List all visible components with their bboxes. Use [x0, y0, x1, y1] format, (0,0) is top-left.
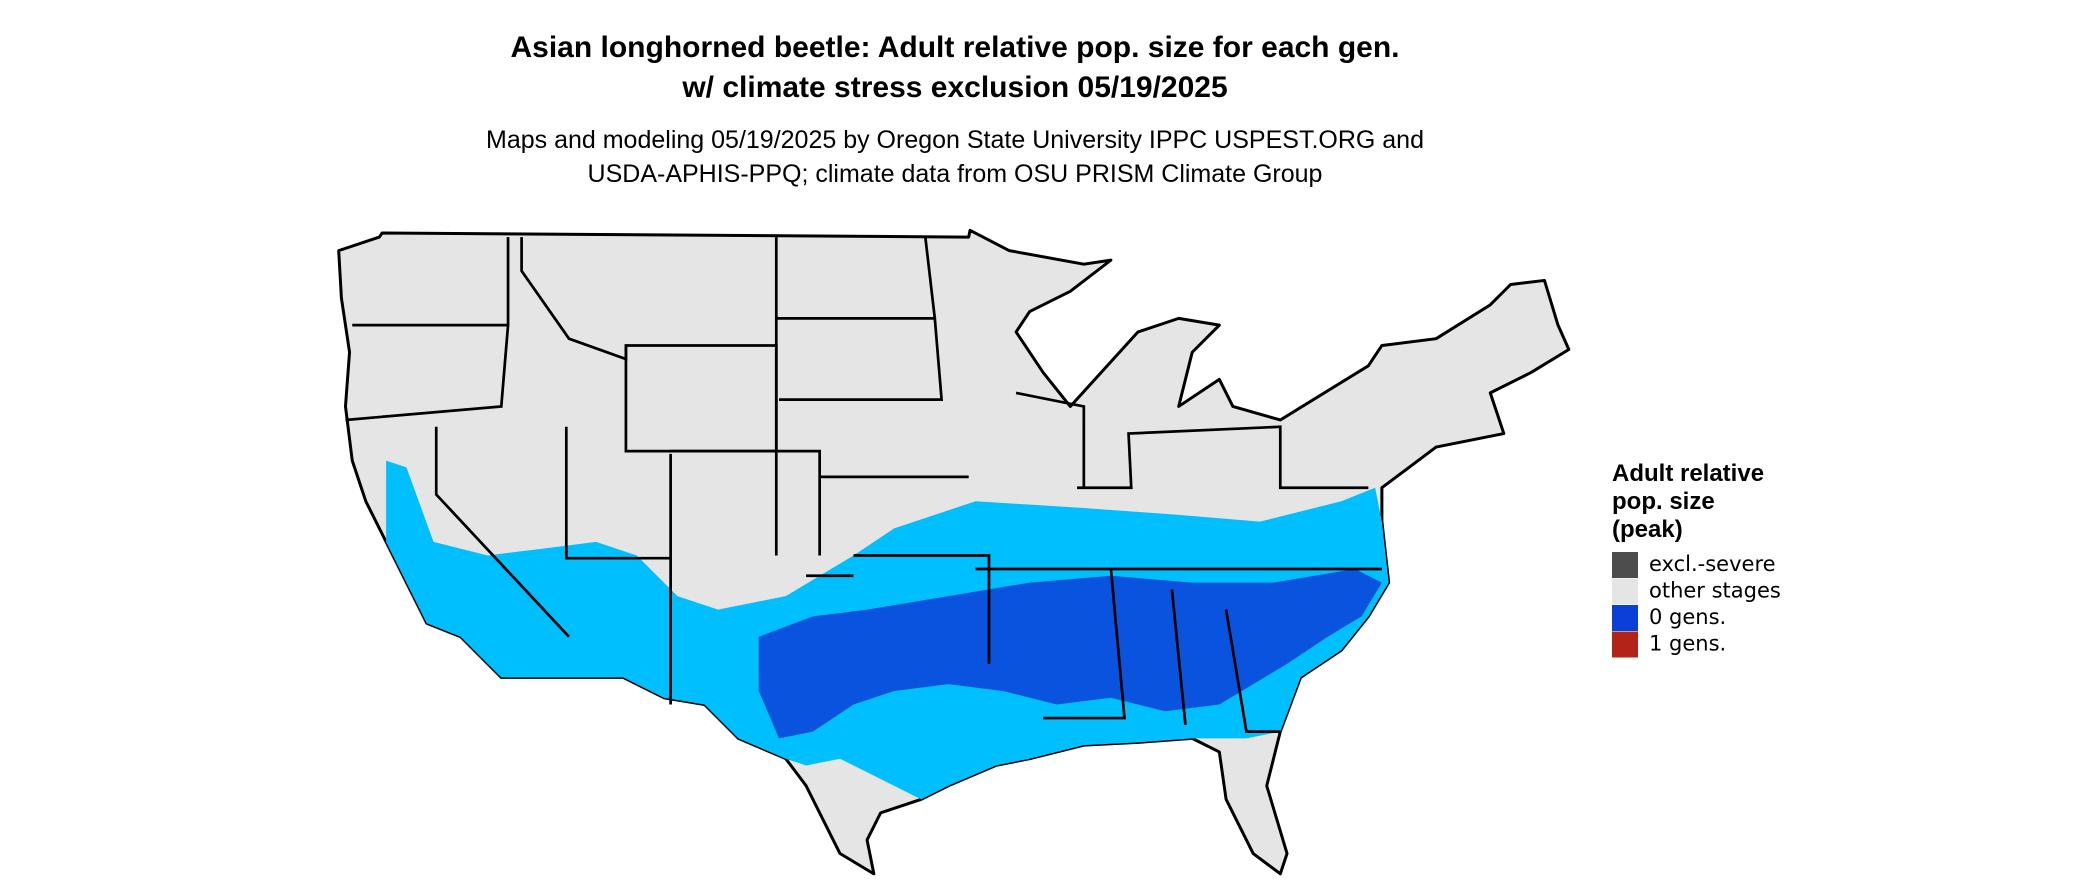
legend-label: 0 gens.	[1649, 605, 1726, 629]
title: w/ climate stress exclusion 05/19/2025	[681, 71, 1227, 104]
legend-title: Adult relative	[1612, 460, 1764, 487]
legend-label: excl.-severe	[1649, 552, 1776, 576]
legend: Adult relative pop. size (peak) excl.-se…	[1612, 460, 1781, 658]
legend-title: pop. size	[1612, 488, 1715, 515]
legend-swatch	[1612, 552, 1638, 578]
legend-swatch	[1612, 631, 1638, 658]
legend-label: other stages	[1649, 579, 1781, 603]
legend-swatch	[1612, 578, 1638, 605]
legend-label: 1 gens.	[1649, 632, 1726, 656]
legend-swatch	[1612, 605, 1638, 631]
title: Asian longhorned beetle: Adult relative …	[510, 31, 1399, 64]
map	[337, 228, 1571, 876]
subtitle: Maps and modeling 05/19/2025 by Oregon S…	[486, 126, 1424, 154]
subtitle: USDA-APHIS-PPQ; climate data from OSU PR…	[588, 160, 1323, 188]
legend-title: (peak)	[1612, 516, 1683, 543]
state-borders	[345, 236, 1382, 733]
